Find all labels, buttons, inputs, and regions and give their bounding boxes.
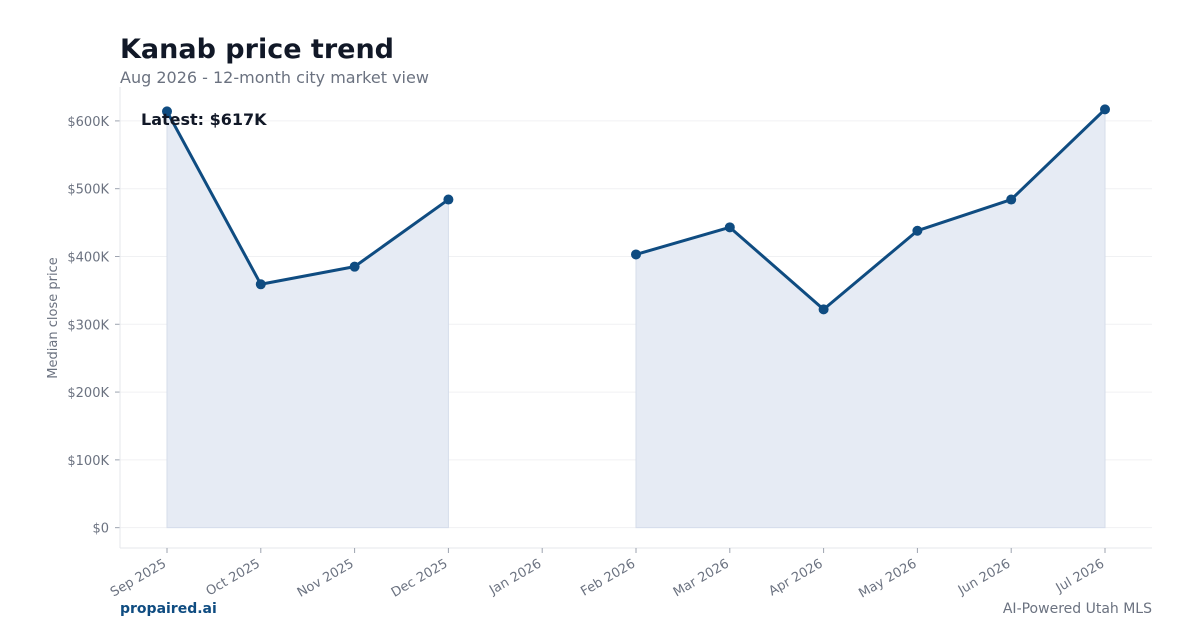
y-tick-label: $400K — [67, 250, 109, 265]
x-tick-label: Jun 2026 — [955, 556, 1013, 598]
line-segment — [165, 110, 450, 286]
data-point — [724, 222, 735, 233]
y-tick-label: $300K — [67, 318, 109, 333]
area-segment — [635, 108, 1106, 529]
chart-subtitle: Aug 2026 - 12-month city market view — [120, 68, 429, 87]
data-point — [818, 304, 829, 315]
data-point — [443, 194, 454, 205]
y-tick-label: $500K — [67, 183, 109, 198]
data-point — [255, 279, 266, 290]
y-tick-label: $200K — [67, 386, 109, 401]
y-tick-label: $600K — [67, 115, 109, 130]
chart-title: Kanab price trend — [120, 34, 395, 65]
axes — [115, 87, 1152, 553]
data-point — [1006, 194, 1017, 205]
x-tick-label: Nov 2025 — [295, 556, 357, 600]
x-tick-label: Dec 2025 — [389, 556, 451, 600]
brand-footer: propaired.ai — [120, 601, 217, 617]
data-point — [912, 225, 923, 236]
area-fills — [166, 108, 1106, 529]
x-tick-label: Oct 2025 — [204, 556, 263, 599]
line-segment — [635, 108, 1107, 311]
x-tick-label: May 2026 — [856, 556, 919, 601]
x-tick-label: Sep 2025 — [108, 556, 169, 600]
x-tick-label: Jan 2026 — [486, 556, 544, 598]
data-point — [1100, 104, 1110, 115]
x-tick-label: Apr 2026 — [766, 556, 825, 599]
data-points — [162, 104, 1110, 315]
x-tick-label: Feb 2026 — [578, 556, 638, 599]
data-point — [349, 261, 360, 272]
area-segment — [166, 111, 449, 529]
y-axis-title: Median close price — [46, 257, 61, 378]
data-point — [631, 249, 641, 260]
y-tick-label: $100K — [67, 454, 109, 469]
series-line — [165, 108, 1107, 311]
y-tick-label: $0 — [92, 522, 109, 537]
x-tick-label: Jul 2026 — [1053, 556, 1107, 596]
x-tick-label: Mar 2026 — [671, 556, 732, 600]
tagline-footer: AI-Powered Utah MLS — [1002, 601, 1152, 617]
latest-annotation: Latest: $617K — [141, 110, 267, 129]
data-point — [162, 106, 172, 117]
